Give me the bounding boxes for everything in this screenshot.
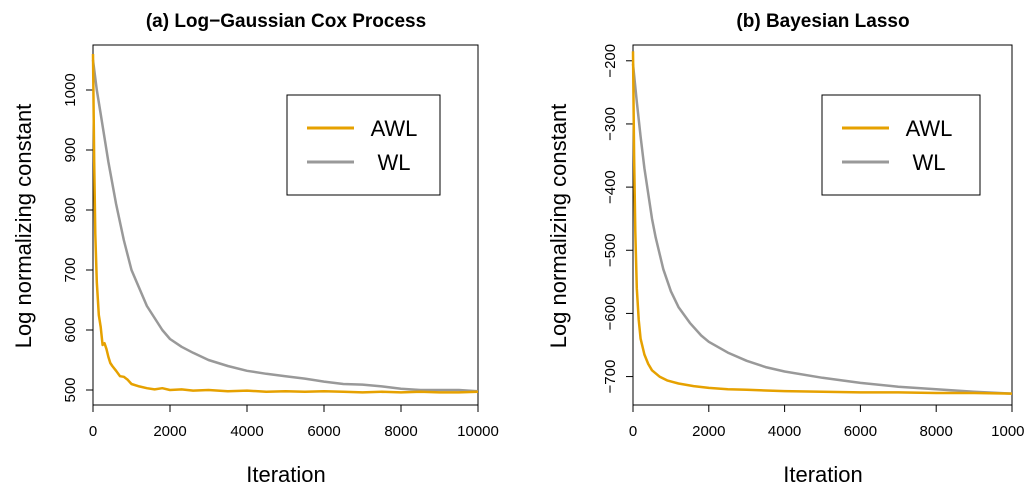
y-tick-label: 600 (62, 317, 79, 342)
y-tick-label: −400 (602, 170, 619, 204)
y-tick-label: 500 (62, 377, 79, 402)
legend: AWL WL (821, 94, 981, 196)
series-line-awl (91, 53, 479, 394)
x-tick-label: 2000 (692, 423, 725, 440)
x-tick-label: 4000 (230, 423, 263, 440)
x-tick-label: 8000 (920, 423, 953, 440)
legend-label: AWL (371, 116, 418, 141)
legend-label: AWL (906, 116, 953, 141)
y-tick-label: −300 (602, 107, 619, 141)
x-tick-label: 2000 (153, 423, 186, 440)
series-line-wl (91, 59, 479, 393)
panel-b: (b) Bayesian Lasso Iteration Log normali… (546, 11, 1025, 487)
x-tick-label: 4000 (768, 423, 801, 440)
y-tick-label: −500 (602, 233, 619, 267)
x-tick-label: 10000 (457, 423, 499, 440)
legend-label: WL (913, 150, 946, 175)
legend-box (821, 94, 981, 196)
y-tick-label: 1000 (62, 73, 79, 106)
x-tick-label: 10000 (991, 423, 1025, 440)
legend: AWL WL (286, 94, 441, 196)
y-tick-label: −600 (602, 297, 619, 331)
series-line-awl (631, 51, 1013, 395)
chart-title: (a) Log−Gaussian Cox Process (146, 11, 426, 32)
panel-a: (a) Log−Gaussian Cox Process Iteration L… (11, 11, 499, 487)
y-tick-label: 800 (62, 197, 79, 222)
y-tick-label: −700 (602, 360, 619, 394)
x-tick-label: 8000 (384, 423, 417, 440)
x-axis-label: Iteration (783, 462, 863, 487)
y-axis-label: Log normalizing constant (546, 104, 571, 349)
y-tick-label: −200 (602, 44, 619, 78)
x-tick-label: 6000 (307, 423, 340, 440)
series-line-wl (631, 63, 1013, 395)
y-tick-label: 700 (62, 257, 79, 282)
y-axis-label: Log normalizing constant (11, 104, 36, 349)
legend-box (286, 94, 441, 196)
x-axis-label: Iteration (246, 462, 326, 487)
y-tick-label: 900 (62, 137, 79, 162)
x-tick-label: 6000 (844, 423, 877, 440)
legend-label: WL (378, 150, 411, 175)
x-tick-label: 0 (89, 423, 97, 440)
x-tick-label: 0 (629, 423, 637, 440)
chart-title: (b) Bayesian Lasso (736, 11, 909, 32)
